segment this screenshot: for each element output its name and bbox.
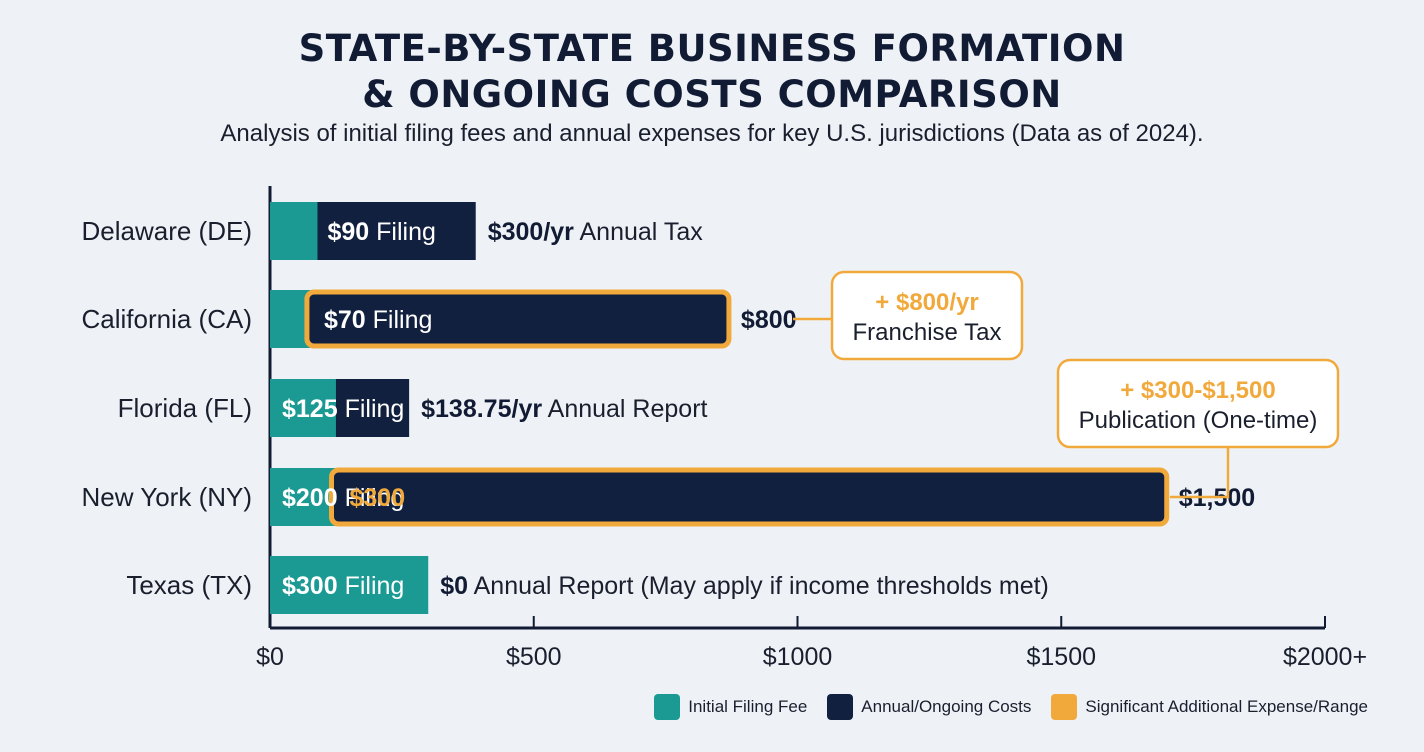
x-tick-label-1: $500 (506, 643, 562, 671)
category-label-4: Texas (TX) (126, 570, 252, 600)
bar-label-4: $300 Filing (282, 572, 404, 600)
legend-item-annual: Annual/Ongoing Costs (827, 694, 1031, 720)
callout-box-1 (1056, 358, 1340, 449)
callout-line2-0: Franchise Tax (853, 319, 1002, 346)
chart-title-line-2: & ONGOING COSTS COMPARISON (362, 73, 1062, 116)
legend-item-significant: Significant Additional Expense/Range (1051, 694, 1368, 720)
bar-label-0: $90 Filing (327, 218, 435, 246)
bar-label-2: $125 Filing (282, 395, 404, 423)
chart-title: STATE-BY-STATE BUSINESS FORMATION & ONGO… (0, 26, 1424, 118)
legend-label-significant: Significant Additional Expense/Range (1085, 697, 1368, 716)
legend-swatch-annual (827, 694, 854, 720)
x-tick-label-2: $1000 (763, 643, 833, 671)
bar-label-1: $70 Filing (324, 306, 432, 334)
bar-label-3: $200 Filing (282, 484, 404, 512)
category-label-1: California (CA) (82, 304, 253, 334)
bar-filing-2 (270, 379, 342, 437)
category-label-0: Delaware (DE) (82, 216, 253, 246)
callout-connector-1 (1170, 447, 1230, 499)
end-label-1: $800 (741, 306, 797, 334)
x-tick-label-3: $1500 (1026, 643, 1096, 671)
end-label-4: $0 Annual Report (May apply if income th… (440, 572, 1049, 600)
legend-label-annual: Annual/Ongoing Costs (861, 697, 1032, 716)
legend-swatch-significant (1051, 694, 1078, 720)
legend-item-filing: Initial Filing Fee (654, 694, 807, 720)
end-label-2: $138.75/yr Annual Report (421, 395, 707, 423)
chart-title-line-1: STATE-BY-STATE BUSINESS FORMATION (298, 27, 1126, 70)
legend-label-filing: Initial Filing Fee (688, 697, 808, 716)
bar-filing-4 (270, 556, 429, 614)
chart-subtitle: Analysis of initial filing fees and annu… (220, 120, 1204, 147)
category-label-3: New York (NY) (82, 482, 253, 512)
bar-annual-3 (329, 467, 1170, 527)
bar-label-secondary-3: $300 (350, 484, 406, 512)
bar-annual-2 (335, 379, 410, 437)
x-tick-label-4: $2000+ (1283, 643, 1367, 671)
bar-filing-0 (270, 202, 324, 260)
legend-swatch-filing (654, 694, 681, 720)
callout-line2-1: Publication (One-time) (1079, 407, 1318, 434)
end-label-0: $300/yr Annual Tax (488, 218, 704, 246)
legend: Initial Filing Fee Annual/Ongoing Costs … (654, 694, 1368, 720)
callout-box-0 (830, 270, 1024, 361)
callout-line1-0: + $800/yr (875, 289, 978, 316)
callout-line1-1: + $300-$1,500 (1120, 377, 1275, 404)
bar-annual-0 (317, 202, 476, 260)
category-label-2: Florida (FL) (118, 393, 252, 423)
bar-annual-1 (304, 289, 732, 349)
x-tick-label-0: $0 (256, 643, 284, 671)
